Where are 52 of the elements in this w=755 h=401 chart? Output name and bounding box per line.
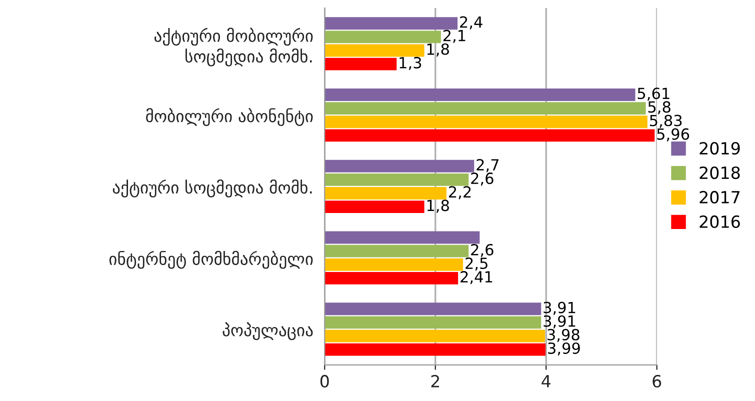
bar bbox=[324, 200, 424, 214]
bar bbox=[324, 187, 446, 200]
x-tick-label: 2 bbox=[431, 374, 440, 388]
data-label: 2,1 bbox=[443, 30, 466, 43]
bar bbox=[324, 173, 469, 186]
data-label: 5,8 bbox=[648, 101, 670, 114]
data-label: 2,4 bbox=[460, 16, 482, 30]
bar bbox=[324, 258, 464, 271]
bar bbox=[324, 244, 469, 258]
bar bbox=[324, 88, 636, 101]
bar bbox=[324, 116, 648, 128]
data-label: 2,6 bbox=[471, 172, 494, 186]
bar bbox=[324, 231, 480, 244]
y-tick-label: პოპულაცია bbox=[222, 322, 313, 340]
data-label: 2,6 bbox=[471, 244, 494, 258]
data-label: 5,96 bbox=[657, 128, 690, 142]
bar bbox=[324, 58, 397, 70]
data-label: 1,3 bbox=[400, 56, 422, 70]
bar bbox=[324, 44, 424, 57]
bar bbox=[324, 316, 542, 329]
data-label: 2,7 bbox=[476, 159, 499, 172]
bar bbox=[324, 160, 474, 172]
legend-label: 2017 bbox=[700, 190, 740, 204]
data-label: 2,5 bbox=[466, 258, 488, 271]
data-label: 3,98 bbox=[548, 328, 580, 342]
data-label: 1,8 bbox=[427, 200, 449, 213]
data-label: 3,91 bbox=[544, 302, 576, 315]
bar bbox=[324, 302, 542, 316]
legend-label: 2018 bbox=[700, 166, 740, 180]
data-label: 1,8 bbox=[427, 43, 449, 56]
data-label: 2,2 bbox=[448, 186, 471, 200]
x-tick-label: 0 bbox=[320, 374, 329, 388]
legend-label: 2016 bbox=[700, 215, 740, 228]
data-label: 2,41 bbox=[460, 271, 492, 284]
y-tick-label: ინტერნეტ მომხმარებელი bbox=[109, 250, 313, 269]
x-tick-label: 6 bbox=[652, 374, 662, 388]
x-tick-label: 4 bbox=[542, 375, 550, 388]
y-tick-label: აქტიური სოცმედია მომხ. bbox=[112, 179, 312, 198]
bar bbox=[324, 17, 458, 30]
data-label: 5,83 bbox=[650, 114, 682, 128]
data-label: 3,99 bbox=[548, 342, 580, 356]
bar bbox=[324, 272, 458, 284]
bar bbox=[324, 330, 546, 342]
bar bbox=[324, 343, 546, 356]
bar bbox=[324, 30, 441, 44]
bar bbox=[324, 129, 655, 142]
data-label: 3,91 bbox=[544, 315, 576, 328]
y-tick-label: აქტიური მობილური სოცმედია მომხ. bbox=[154, 28, 313, 66]
bar bbox=[324, 102, 646, 115]
data-label: 5,61 bbox=[638, 88, 670, 101]
legend-label: 2019 bbox=[700, 142, 740, 155]
y-tick-label: მობილური აბონენტი bbox=[146, 108, 313, 126]
